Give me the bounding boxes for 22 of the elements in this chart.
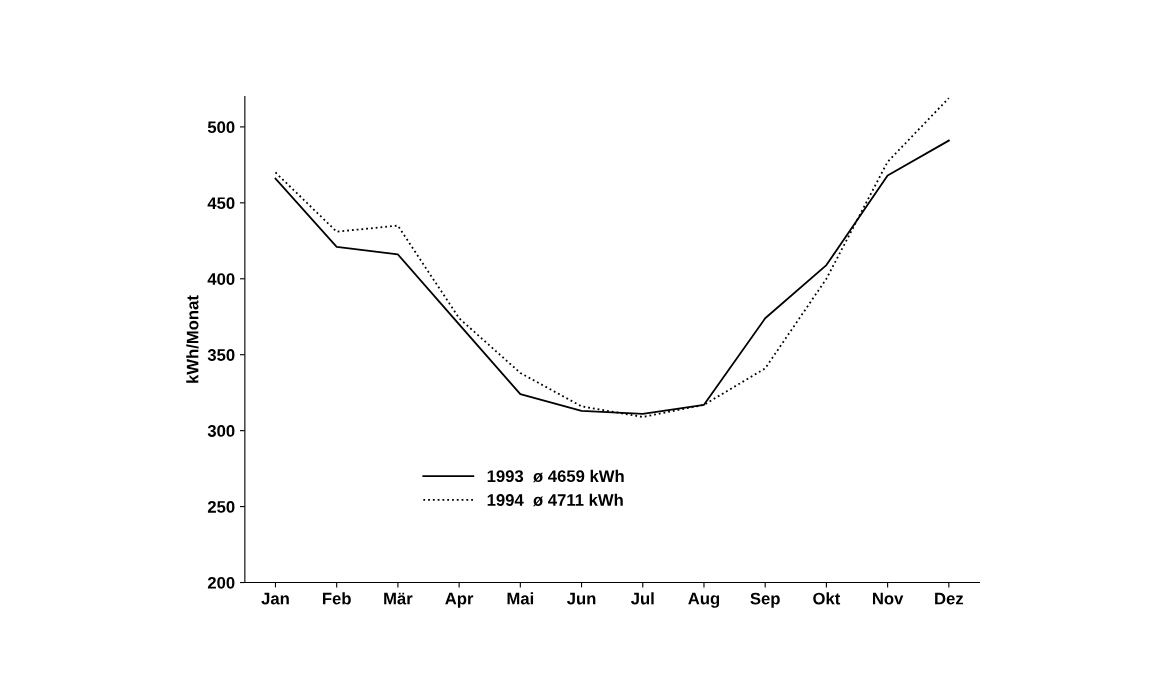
x-tick-label: Sep [750, 592, 780, 608]
y-tick-label: 450 [207, 197, 235, 210]
x-tick-label: Jul [630, 592, 654, 605]
x-tick-label: Mär [384, 592, 413, 605]
legend-label: 1993 ø 4659 kWh [487, 469, 624, 483]
y-tick-label: 300 [207, 425, 235, 437]
y-tick-label: 200 [207, 576, 235, 589]
x-tick-label: Dez [935, 592, 964, 605]
y-tick-label: 250 [207, 500, 235, 513]
y-axis-title: kWh/Monat [186, 295, 199, 383]
x-tick-label: Feb [322, 592, 351, 605]
y-tick-label: 350 [207, 349, 235, 361]
legend-label: 1994 ø 4711 kWh [487, 493, 623, 507]
x-tick-label: Nov [872, 592, 904, 605]
y-tick-label: 400 [207, 273, 235, 285]
x-tick-label: Mai [507, 592, 534, 605]
x-tick-label: Okt [813, 592, 841, 605]
y-tick-label: 500 [207, 121, 235, 134]
x-tick-label: Jan [261, 592, 289, 605]
x-tick-label: Jun [566, 592, 596, 605]
x-tick-label: Aug [688, 592, 720, 608]
x-tick-label: Apr [445, 592, 474, 608]
